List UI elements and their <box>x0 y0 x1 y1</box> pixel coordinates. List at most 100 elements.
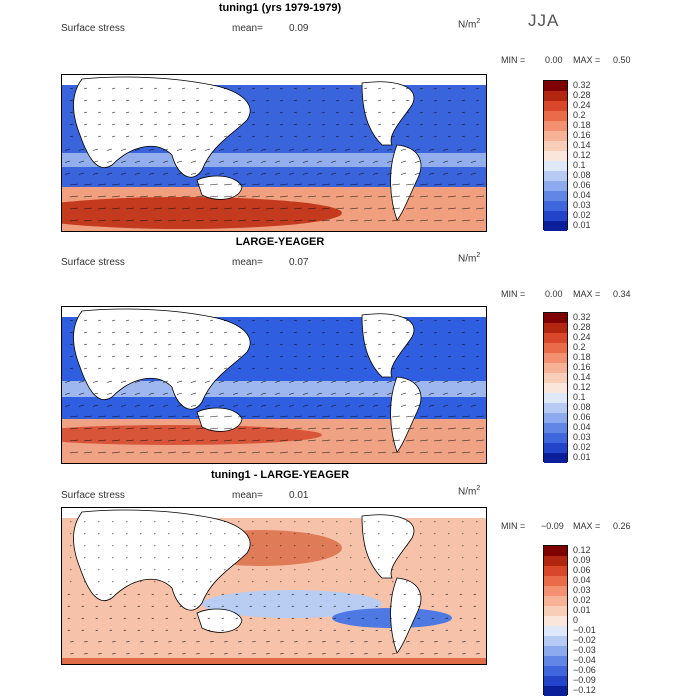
wind-vector <box>442 160 449 163</box>
wind-vector <box>139 331 144 334</box>
wind-vector <box>64 404 71 407</box>
wind-vector <box>83 135 88 138</box>
wind-vector <box>377 219 387 222</box>
wind-vector <box>125 343 130 346</box>
colorbar-swatch <box>544 91 567 101</box>
wind-vector <box>109 629 113 631</box>
wind-vector <box>445 629 449 631</box>
wind-vector <box>235 629 239 631</box>
wind-vector <box>148 148 155 151</box>
wind-vector <box>246 172 253 175</box>
wind-vector <box>251 87 256 90</box>
wind-vector <box>153 439 163 442</box>
wind-vector <box>179 605 183 607</box>
wind-vector <box>363 427 373 430</box>
south-america-land <box>390 144 422 221</box>
wind-vector <box>209 207 219 210</box>
wind-vector <box>475 219 485 222</box>
panel-2-min-label: MIN = <box>501 289 526 299</box>
wind-vector <box>209 343 214 346</box>
wind-vector <box>246 160 253 163</box>
wind-vector <box>111 195 121 198</box>
wind-vector <box>461 195 471 198</box>
wind-vector <box>97 123 102 126</box>
wind-vector <box>405 427 415 430</box>
wind-vector <box>372 160 379 163</box>
wind-vector <box>111 439 121 442</box>
wind-vector <box>265 451 275 454</box>
wind-vector <box>237 123 242 126</box>
wind-vector <box>291 629 295 631</box>
wind-vector <box>335 111 340 114</box>
colorbar-swatch <box>544 606 567 616</box>
wind-vector <box>349 183 359 186</box>
wind-vector <box>223 219 233 222</box>
colorbar-tick-label: 0.08 <box>573 169 591 180</box>
wind-vector <box>305 629 309 631</box>
wind-vector <box>249 605 253 607</box>
wind-vector <box>249 593 253 595</box>
wind-vector <box>83 111 88 114</box>
panel-1-min-label: MIN = <box>501 55 526 65</box>
wind-vector <box>181 319 186 322</box>
wind-vector <box>349 219 359 222</box>
wind-vector <box>167 87 172 90</box>
wind-vector <box>335 439 345 442</box>
wind-vector <box>260 392 267 395</box>
wind-vector <box>391 451 401 454</box>
wind-vector <box>134 172 141 175</box>
wind-vector <box>125 195 135 198</box>
wind-vector <box>349 331 354 334</box>
wind-vector <box>190 160 197 163</box>
wind-vector <box>391 183 401 186</box>
wind-vector <box>447 319 452 322</box>
wind-vector <box>447 87 452 90</box>
wind-vector <box>349 427 359 430</box>
wind-vector <box>223 87 228 90</box>
colorbar-swatch <box>544 433 567 443</box>
wind-vector <box>447 343 452 346</box>
wind-vector <box>375 617 379 619</box>
wind-vector <box>251 439 261 442</box>
wind-vector <box>139 111 144 114</box>
colorbar-swatch <box>544 546 567 556</box>
wind-vector <box>204 160 211 163</box>
wind-vector <box>151 605 155 607</box>
wind-vector <box>139 183 149 186</box>
wind-vector <box>265 111 270 114</box>
wind-vector <box>293 367 298 370</box>
wind-vector <box>288 404 295 407</box>
wind-vector <box>307 331 312 334</box>
wind-vector <box>433 87 438 90</box>
wind-vector <box>330 380 337 383</box>
wind-vector <box>475 123 480 126</box>
wind-vector <box>349 355 354 358</box>
wind-vector <box>461 439 471 442</box>
wind-vector <box>461 451 471 454</box>
wind-vector <box>391 415 401 418</box>
colorbar-swatch <box>544 201 567 211</box>
wind-vector <box>167 319 172 322</box>
colorbar-swatch <box>544 121 567 131</box>
wind-vector <box>246 148 253 151</box>
wind-vector <box>405 319 410 322</box>
wind-vector <box>475 99 480 102</box>
wind-vector <box>162 404 169 407</box>
wind-vector <box>83 331 88 334</box>
wind-vector <box>195 111 200 114</box>
wind-vector <box>260 148 267 151</box>
australia-land <box>196 175 243 200</box>
colorbar-swatch <box>544 566 567 576</box>
wind-vector <box>265 87 270 90</box>
wind-vector <box>447 427 457 430</box>
wind-vector <box>125 355 130 358</box>
wind-vector <box>293 135 298 138</box>
wind-vector <box>419 343 424 346</box>
wind-vector <box>237 331 242 334</box>
colorbar-tick-label: 0.16 <box>573 129 591 140</box>
wind-vector <box>288 172 295 175</box>
wind-vector <box>125 451 135 454</box>
wind-vector <box>372 148 379 151</box>
wind-vector <box>419 439 429 442</box>
wind-vector <box>139 427 149 430</box>
